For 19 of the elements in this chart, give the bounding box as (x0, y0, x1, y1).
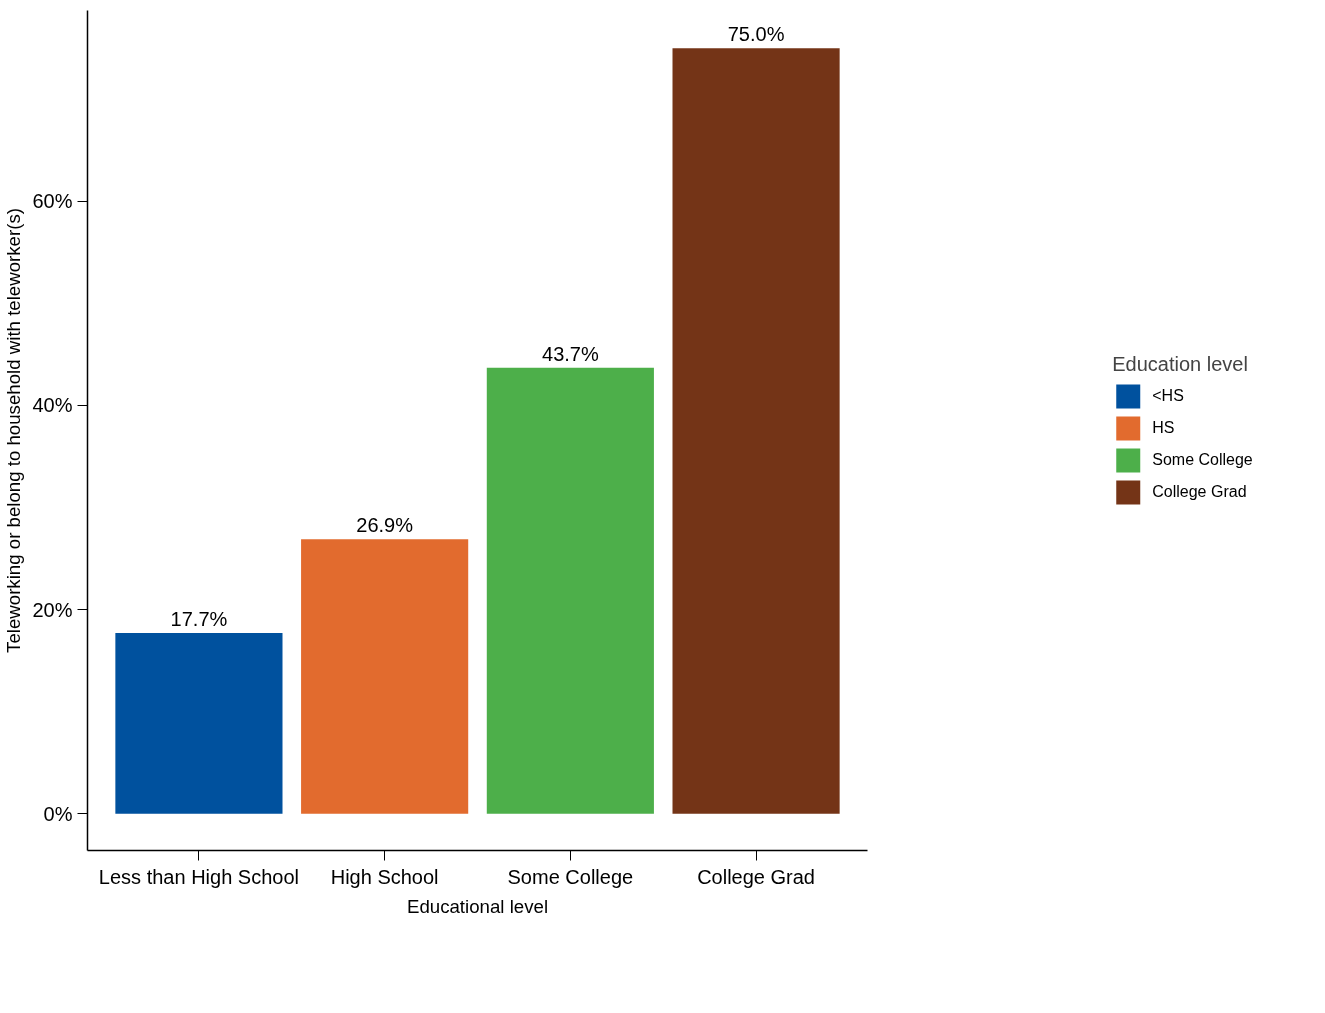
legend-label: College Grad (1152, 483, 1247, 501)
data-label: 43.7% (542, 342, 599, 365)
legend-label: HS (1152, 419, 1175, 437)
y-axis-title: Teleworking or belong to household with teleworker(s) (3, 208, 25, 653)
x-axis-title: Educational level (406, 895, 549, 917)
legend-title: Education level (1112, 353, 1249, 376)
x-tick-label: College Grad (697, 865, 815, 888)
y-tick-label: 20% (32, 598, 73, 621)
data-label: 26.9% (356, 514, 414, 537)
x-tick-label: Some College (507, 865, 634, 888)
y-tick-label: 60% (32, 190, 73, 213)
x-tick-label: High School (330, 865, 439, 888)
data-label: 17.7% (170, 608, 228, 631)
data-label: 75.0% (727, 23, 785, 46)
x-tick-label: Less than High School (98, 865, 300, 888)
legend-label: Some College (1152, 451, 1253, 469)
legend-label: <HS (1152, 387, 1184, 405)
y-tick-label: 0% (43, 802, 73, 825)
y-tick-label: 40% (32, 394, 73, 417)
